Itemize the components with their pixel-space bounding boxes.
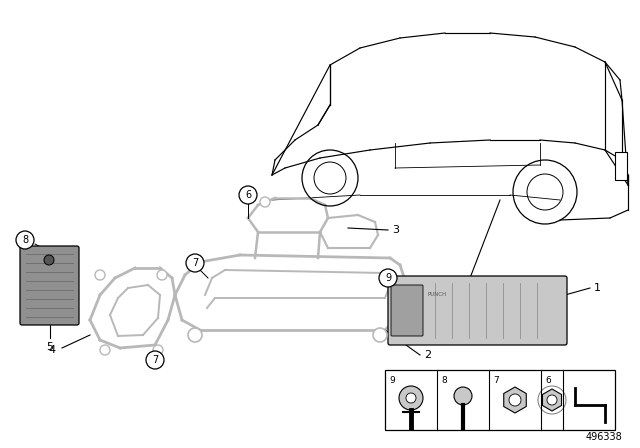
Polygon shape	[543, 389, 561, 411]
Text: 7: 7	[192, 258, 198, 268]
Circle shape	[100, 345, 110, 355]
Circle shape	[146, 351, 164, 369]
Text: 6: 6	[245, 190, 251, 200]
Circle shape	[188, 328, 202, 342]
Text: 7: 7	[152, 355, 158, 365]
Circle shape	[16, 231, 34, 249]
Circle shape	[95, 270, 105, 280]
Circle shape	[260, 197, 270, 207]
Text: 6: 6	[545, 376, 551, 385]
Circle shape	[399, 386, 423, 410]
Text: 1: 1	[594, 283, 601, 293]
Circle shape	[153, 345, 163, 355]
Circle shape	[379, 269, 397, 287]
Circle shape	[186, 254, 204, 272]
Circle shape	[44, 255, 54, 265]
Text: 2: 2	[424, 350, 431, 360]
Circle shape	[157, 270, 167, 280]
Text: 8: 8	[22, 235, 28, 245]
Text: 5: 5	[47, 342, 54, 352]
Text: 7: 7	[493, 376, 499, 385]
Text: 9: 9	[385, 273, 391, 283]
FancyBboxPatch shape	[388, 276, 567, 345]
Circle shape	[547, 395, 557, 405]
FancyBboxPatch shape	[20, 246, 79, 325]
FancyBboxPatch shape	[385, 370, 615, 430]
Text: 4: 4	[49, 345, 56, 355]
Circle shape	[406, 393, 416, 403]
Circle shape	[454, 387, 472, 405]
Circle shape	[373, 328, 387, 342]
Text: 3: 3	[392, 225, 399, 235]
Text: 9: 9	[389, 376, 395, 385]
Circle shape	[239, 186, 257, 204]
Polygon shape	[504, 387, 526, 413]
Text: 496338: 496338	[585, 432, 622, 442]
FancyBboxPatch shape	[391, 285, 423, 336]
Circle shape	[509, 394, 521, 406]
Text: PUNCH: PUNCH	[428, 292, 447, 297]
Text: 8: 8	[441, 376, 447, 385]
FancyBboxPatch shape	[615, 152, 627, 180]
